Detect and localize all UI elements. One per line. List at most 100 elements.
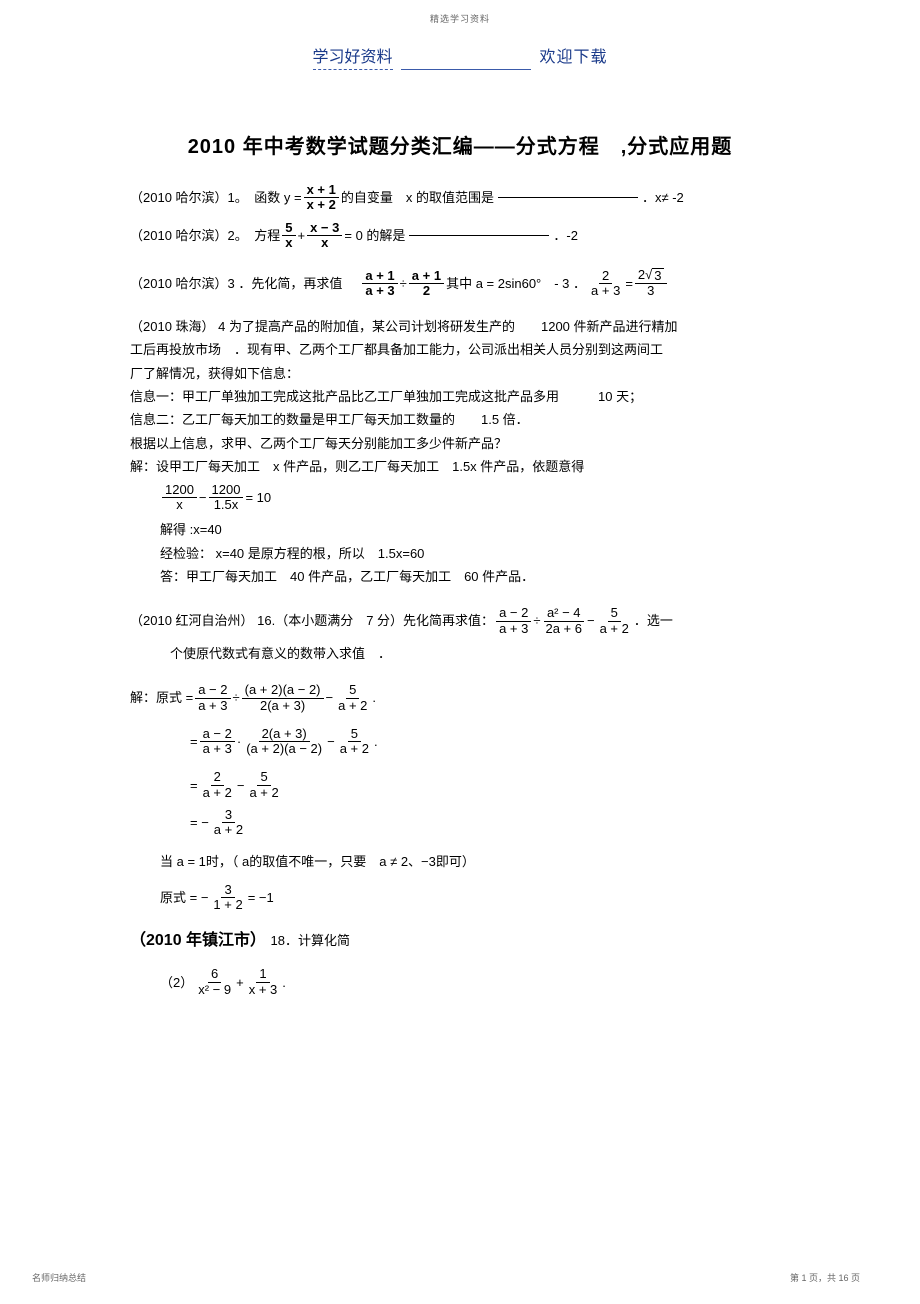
p3-r1: 2 a + 3	[588, 269, 623, 299]
p3-f2n: a + 1	[409, 269, 444, 284]
top-small-label: 精选学习资料	[0, 0, 920, 25]
p3-prefix: （2010 哈尔滨）3 ．先化简，再求值	[130, 272, 342, 295]
p2-f1d: x	[282, 236, 295, 250]
p4-l4: 信息一：甲工厂单独加工完成这批产品比乙工厂单独加工完成这批产品多用 10 天；	[130, 385, 810, 408]
p2-f2n: x − 3	[307, 221, 342, 236]
p7-eq: （2） 6x² − 9 + 1x + 3 .	[130, 967, 810, 997]
p1-mid: 的自变量 x 的取值范围是	[341, 186, 494, 209]
p5-f3d: a + 2	[597, 622, 632, 636]
p4-l10: 答：甲工厂每天加工 40 件产品，乙工厂每天加工 60 件产品．	[130, 565, 810, 588]
p3-eq: =	[625, 272, 633, 295]
p3-r2d: 3	[644, 284, 657, 298]
p1-answer: ．x≠ -2	[642, 186, 684, 209]
p5-line2: 个使原代数式有意义的数带入求值 ．	[130, 642, 810, 665]
p2-answer: ．-2	[553, 224, 578, 247]
p6-step3: = 2a + 2 − 5a + 2	[130, 770, 810, 800]
p5-div: ÷	[533, 609, 540, 632]
p3-mid: 其中 a = 2sin60° - 3 ．	[446, 272, 586, 295]
s2-f2: 2(a + 3)(a + 2)(a − 2)	[243, 727, 325, 757]
p2-plus: +	[298, 224, 306, 247]
s2-f3: 5a + 2	[337, 727, 372, 757]
p4-l6: 根据以上信息，求甲、乙两个工厂每天分别能加工多少件新产品？	[130, 432, 810, 455]
p4-f2: 1200 1.5x	[209, 483, 244, 513]
s1-f2: (a + 2)(a − 2)2(a + 3)	[242, 683, 324, 713]
p2-f2: x − 3 x	[307, 221, 342, 251]
p5-f1n: a − 2	[496, 606, 531, 621]
page-title: 2010 年中考数学试题分类汇编——分式方程 ,分式应用题	[0, 130, 920, 159]
p4-minus: −	[199, 486, 207, 509]
p6-prefix: 解：原式 =	[130, 686, 193, 709]
p4-f1: 1200 x	[162, 483, 197, 513]
p3-f2d: 2	[420, 284, 433, 298]
s4-f1: 3a + 2	[211, 808, 246, 838]
p4-l1: （2010 珠海） 4 为了提高产品的附加值，某公司计划将研发生产的 1200 …	[130, 315, 810, 338]
p1-fraction: x + 1 x + 2	[304, 183, 339, 213]
p2-f1n: 5	[282, 221, 295, 236]
p6-step6: 原式 = − 31 + 2 = −1	[130, 883, 810, 913]
problem-3: （2010 哈尔滨）3 ．先化简，再求值 a + 1 a + 3 ÷ a + 1…	[130, 268, 810, 299]
p6-step2: = a − 2a + 3 · 2(a + 3)(a + 2)(a − 2) − …	[130, 727, 810, 757]
s3-f1: 2a + 2	[200, 770, 235, 800]
s1-f1: a − 2a + 3	[195, 683, 230, 713]
problem-1: （2010 哈尔滨）1。 函数 y = x + 1 x + 2 的自变量 x 的…	[130, 183, 810, 213]
p4-f1d: x	[173, 498, 186, 512]
s6-f1: 31 + 2	[210, 883, 245, 913]
s3-f2: 5a + 2	[246, 770, 281, 800]
p5-prefix: （2010 红河自治州） 16.（本小题满分 7 分）先化简再求值：	[130, 609, 494, 632]
p3-r2-rad: 3	[652, 268, 663, 283]
p3-r2-coef: 2	[638, 267, 645, 282]
p5-f1d: a + 3	[496, 622, 531, 636]
main-content: （2010 哈尔滨）1。 函数 y = x + 1 x + 2 的自变量 x 的…	[0, 159, 920, 997]
p1-blank	[498, 197, 638, 198]
p4-l3: 厂了解情况，获得如下信息：	[130, 362, 810, 385]
sqrt-icon: √3	[645, 268, 663, 283]
p5-suffix: ．选一	[634, 609, 673, 632]
p1-den: x + 2	[304, 198, 339, 212]
s1-f3: 5a + 2	[335, 683, 370, 713]
p2-prefix: （2010 哈尔滨）2。 方程	[130, 224, 280, 247]
p2-f2d: x	[318, 236, 331, 250]
p4-f2n: 1200	[209, 483, 244, 498]
p6-step4: = − 3a + 2	[130, 808, 810, 838]
p6-step5: 当 a = 1时，（ a的取值不唯一，只要 a ≠ 2、−3即可）	[130, 850, 810, 873]
s2-f1: a − 2a + 3	[200, 727, 235, 757]
p4-eq: = 10	[245, 486, 271, 509]
p3-f1d: a + 3	[362, 284, 397, 298]
p4-l8: 解得 :x=40	[130, 518, 810, 541]
p4-equation: 1200 x − 1200 1.5x = 10	[130, 483, 810, 513]
p2-f1: 5 x	[282, 221, 295, 251]
p1-prefix: （2010 哈尔滨）1。 函数 y =	[130, 186, 302, 209]
p3-f2: a + 1 2	[409, 269, 444, 299]
p4-l9: 经检验： x=40 是原方程的根，所以 1.5x=60	[130, 542, 810, 565]
problem-5: （2010 红河自治州） 16.（本小题满分 7 分）先化简再求值： a − 2…	[130, 606, 810, 636]
p4-f1n: 1200	[162, 483, 197, 498]
p6-step1: 解：原式 = a − 2a + 3 ÷ (a + 2)(a − 2)2(a + …	[130, 683, 810, 713]
p1-num: x + 1	[304, 183, 339, 198]
header-left: 学习好资料	[313, 43, 393, 70]
p3-r2: 2√3 3	[635, 268, 667, 299]
p3-r1d: a + 3	[588, 284, 623, 298]
p7-f2: 1x + 3	[246, 967, 281, 997]
p5-f3n: 5	[608, 606, 621, 621]
problem-2: （2010 哈尔滨）2。 方程 5 x + x − 3 x = 0 的解是 ．-…	[130, 221, 810, 251]
p5-f2: a² − 4 2a + 6	[542, 606, 585, 636]
p3-f1n: a + 1	[362, 269, 397, 284]
p5-f2n: a² − 4	[544, 606, 584, 621]
header-blank	[401, 69, 531, 70]
p2-blank	[409, 235, 549, 236]
p3-div: ÷	[400, 272, 407, 295]
p5-f1: a − 2 a + 3	[496, 606, 531, 636]
p4-l7: 解：设甲工厂每天加工 x 件产品，则乙工厂每天加工 1.5x 件产品，依题意得	[130, 455, 810, 478]
page-header: 学习好资料 欢迎下载	[0, 43, 920, 70]
p4-l5: 信息二：乙工厂每天加工的数量是甲工厂每天加工数量的 1.5 倍．	[130, 408, 810, 431]
p5-f2d: 2a + 6	[542, 622, 585, 636]
footer-right: 第 1 页，共 16 页	[790, 1271, 860, 1284]
footer-left: 名师归纳总结	[32, 1271, 86, 1284]
p5-minus: −	[587, 609, 595, 632]
p3-f1: a + 1 a + 3	[362, 269, 397, 299]
p5-f3: 5 a + 2	[597, 606, 632, 636]
p7-title: （2010 年镇江市） 18．计算化简	[130, 927, 810, 956]
p4-f2d: 1.5x	[211, 498, 242, 512]
p2-mid: = 0 的解是	[344, 224, 405, 247]
p4-l2: 工后再投放市场 ．现有甲、乙两个工厂都具备加工能力，公司派出相关人员分别到这两间…	[130, 338, 810, 361]
